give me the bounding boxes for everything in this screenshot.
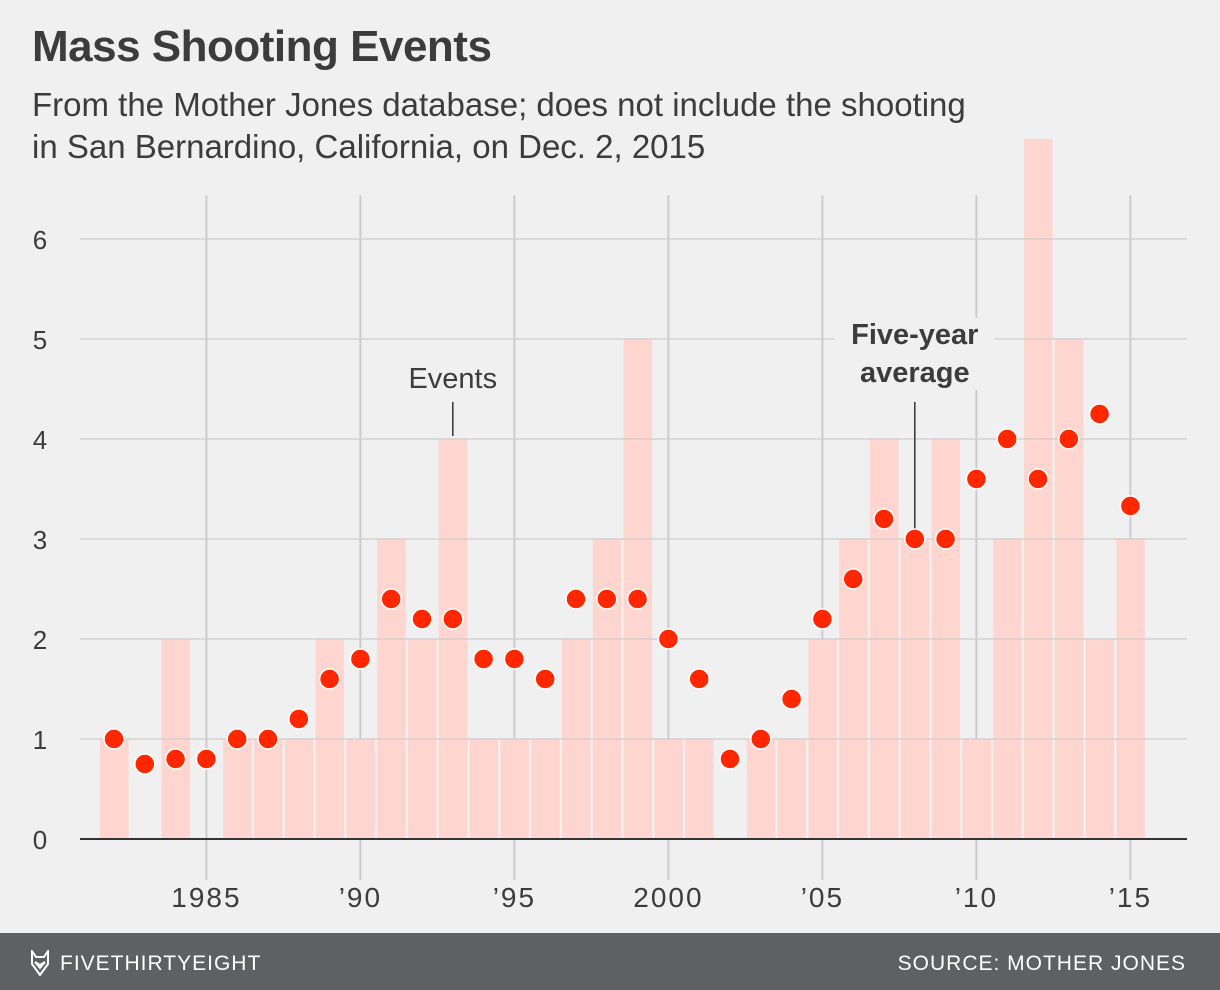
chart-subtitle-line-2: in San Bernardino, California, on Dec. 2… [32, 128, 706, 165]
bar-2004 [777, 739, 807, 839]
annotation-average-line2: average [860, 357, 970, 389]
avg-dot-1996 [534, 668, 556, 690]
avg-dot-2004 [780, 688, 803, 710]
bar-1990 [346, 739, 375, 839]
y-tick-label: 1 [33, 725, 47, 755]
bar-2015 [1116, 539, 1145, 839]
avg-dot-1997 [565, 588, 587, 610]
avg-dot-1986 [226, 728, 248, 750]
avg-dot-1994 [472, 648, 495, 670]
footer: FIVETHIRTYEIGHT SOURCE: MOTHER JONES [0, 933, 1220, 990]
avg-dot-2015 [1119, 495, 1142, 517]
avg-dot-2002 [719, 748, 741, 770]
x-tick-label: 1985 [171, 882, 241, 913]
avg-dot-1989 [318, 668, 341, 690]
y-tick-label: 5 [33, 325, 47, 355]
bar-2008 [900, 539, 930, 839]
avg-dot-2013 [1058, 428, 1080, 450]
bar-1995 [500, 739, 529, 839]
bar-2011 [993, 539, 1022, 839]
bar-1982 [100, 739, 129, 839]
bar-1986 [223, 739, 252, 839]
avg-dot-1985 [195, 748, 218, 770]
bar-1994 [469, 739, 499, 839]
avg-dot-1999 [626, 588, 649, 610]
bar-2000 [654, 739, 683, 839]
bar-2010 [962, 739, 991, 839]
chart-subtitle-line-1: From the Mother Jones database; does not… [32, 86, 966, 123]
avg-dot-2007 [873, 508, 895, 530]
chart-title: Mass Shooting Events [32, 22, 492, 71]
avg-dot-2014 [1088, 403, 1111, 425]
bar-1996 [531, 739, 560, 839]
avg-dot-1998 [596, 588, 618, 610]
bar-2013 [1054, 339, 1084, 839]
avg-dot-2012 [1027, 468, 1049, 490]
x-tick-label: ’95 [493, 882, 536, 913]
brand-name: FIVETHIRTYEIGHT [60, 952, 262, 975]
y-tick-label: 2 [33, 625, 47, 655]
bar-1991 [377, 539, 406, 839]
avg-dot-2011 [996, 428, 1018, 450]
avg-dot-2010 [965, 468, 988, 490]
y-tick-label: 3 [33, 525, 47, 555]
fox-logo-icon [31, 950, 49, 976]
bar-1988 [284, 739, 314, 839]
x-tick-label: 2000 [633, 882, 703, 913]
bar-2003 [746, 739, 776, 839]
avg-dot-1995 [503, 648, 526, 670]
avg-dot-2008 [904, 528, 926, 550]
bar-1987 [254, 739, 283, 839]
x-tick-label: ’10 [955, 882, 998, 913]
avg-dot-1992 [411, 608, 433, 630]
avg-dot-1990 [349, 648, 372, 670]
avg-dot-1987 [257, 728, 279, 750]
x-tick-label: ’90 [339, 882, 382, 913]
avg-dot-2005 [811, 608, 834, 630]
avg-dot-1984 [164, 748, 187, 770]
avg-dot-1982 [103, 728, 125, 750]
avg-dot-2009 [934, 528, 957, 550]
avg-dot-1983 [134, 753, 156, 775]
bar-2001 [685, 739, 714, 839]
y-tick-label: 4 [33, 425, 47, 455]
y-tick-label: 0 [33, 825, 47, 855]
avg-dot-1991 [380, 588, 402, 610]
avg-dot-1993 [442, 608, 464, 630]
annotation-average-line1: Five-year [851, 319, 978, 351]
bar-1998 [592, 539, 622, 839]
y-tick-label: 6 [33, 225, 47, 255]
chart: 0 1 2 3 4 5 6 1985 ’90 ’95 2000 ’05 ’10 ’15 Events Five… [33, 139, 1187, 913]
x-tick-label: ’05 [801, 882, 844, 913]
avg-dot-2000 [657, 628, 680, 650]
avg-dot-1988 [288, 708, 310, 730]
source-note: SOURCE: MOTHER JONES [897, 952, 1186, 975]
annotation-bg [834, 318, 995, 390]
avg-dot-2006 [842, 568, 864, 590]
avg-dot-2003 [750, 728, 772, 750]
avg-dot-2001 [688, 668, 710, 690]
annotation-events: Events [408, 363, 497, 395]
x-tick-label: ’15 [1109, 882, 1152, 913]
